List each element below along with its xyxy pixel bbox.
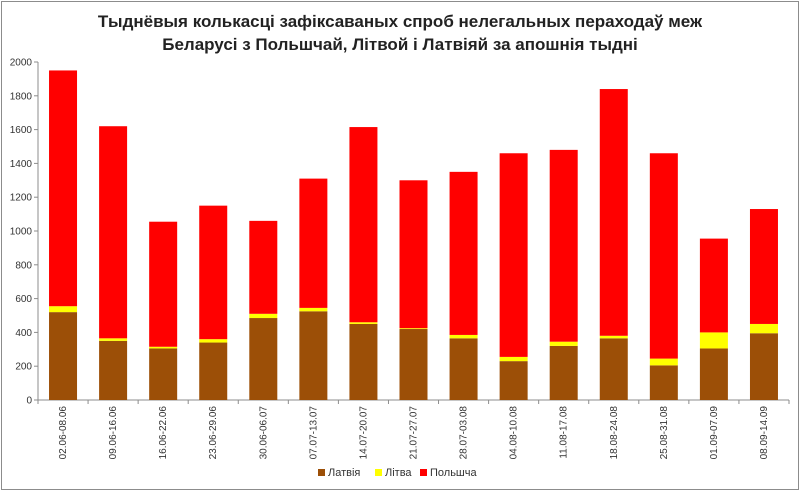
x-tick-labels: 02.06-08.06 09.06-16.06 16.06-22.06 23.06-2… — [58, 406, 770, 460]
bar-segment — [49, 312, 78, 400]
x-tick-label: 14.07-20.07 — [358, 406, 369, 460]
y-tick-label: 200 — [15, 362, 32, 373]
bar-segment — [349, 127, 378, 323]
bar-segment — [499, 361, 528, 400]
bar-segment — [149, 346, 178, 349]
bar-segment — [499, 356, 528, 362]
bar-segment — [49, 306, 78, 313]
x-tick-label: 23.06-29.06 — [208, 406, 219, 460]
bar-segment — [449, 338, 478, 400]
y-tick-label: 600 — [15, 294, 32, 305]
bar-segment — [699, 238, 728, 333]
bar-segment — [149, 348, 178, 400]
bar-segment — [699, 332, 728, 349]
chart-title-line-1: Тыднёвыя колькасці зафіксаваных спроб не… — [98, 12, 703, 31]
x-tick-label: 21.07-27.07 — [409, 406, 420, 460]
bar-segment — [99, 126, 128, 339]
y-tick-label: 1600 — [10, 125, 33, 136]
bar-segment — [549, 341, 578, 346]
bar-segment — [149, 221, 178, 347]
y-tick-label: 1000 — [10, 227, 33, 238]
legend-label: Літва — [385, 467, 412, 479]
y-tick-label: 0 — [26, 396, 32, 407]
chart-title: Тыднёвыя колькасці зафіксаваных спроб не… — [98, 12, 703, 54]
x-tick-label: 28.07-03.08 — [459, 406, 470, 460]
x-tick-label: 07.07-13.07 — [308, 406, 319, 460]
bar-segment — [199, 342, 228, 400]
bar-segment — [349, 323, 378, 400]
bar-segment — [649, 365, 678, 400]
bar-segment — [699, 348, 728, 400]
x-tick-label: 25.08-31.08 — [659, 406, 670, 460]
y-tick-label: 1800 — [10, 91, 33, 102]
bar-segment — [749, 209, 778, 324]
bar-segment — [499, 153, 528, 357]
legend-label: Латвія — [328, 467, 360, 479]
y-tick-label: 1200 — [10, 193, 33, 204]
x-tick-label: 04.08-10.08 — [509, 406, 520, 460]
x-tick-label: 11.08-17.08 — [559, 406, 570, 459]
bar-segment — [299, 307, 328, 312]
bar-segment — [349, 322, 378, 324]
legend-swatch — [318, 469, 325, 476]
bar-segment — [599, 335, 628, 339]
bar-segment — [99, 340, 128, 400]
legend: Латвія Літва Польшча — [318, 467, 477, 479]
y-tick-label: 800 — [15, 260, 32, 271]
bar-segment — [249, 318, 278, 400]
x-tick-label: 09.06-16.06 — [108, 406, 119, 460]
bar-segment — [749, 333, 778, 400]
bar-segment — [599, 89, 628, 336]
bar-segment — [199, 205, 228, 340]
bar-segment — [549, 149, 578, 342]
bar-segment — [649, 358, 678, 366]
legend-swatch — [375, 469, 382, 476]
bar-segment — [449, 171, 478, 335]
bar-segment — [299, 311, 328, 400]
bar-segment — [399, 180, 428, 329]
x-tick-label: 18.08-24.08 — [609, 406, 620, 460]
x-tick-label: 02.06-08.06 — [58, 406, 69, 460]
bar-segment — [649, 153, 678, 359]
x-tick-label: 01.09-07.09 — [709, 406, 720, 460]
legend-label: Польшча — [430, 467, 477, 479]
bar-segment — [199, 339, 228, 343]
chart-title-line-2: Беларусі з Польшчай, Літвой і Латвіяй за… — [162, 35, 638, 54]
x-tick-label: 16.06-22.06 — [158, 406, 169, 460]
bar-segment — [449, 334, 478, 339]
x-tick-label: 08.09-14.09 — [759, 406, 770, 460]
y-tick-label: 1400 — [10, 159, 33, 170]
x-tick-label: 30.06-06.07 — [258, 406, 269, 460]
bar-segment — [599, 338, 628, 400]
bar-segment — [399, 329, 428, 400]
bar-segment — [549, 345, 578, 400]
bar-segment — [249, 220, 278, 314]
bar-segment — [299, 178, 328, 308]
y-tick-label: 400 — [15, 328, 32, 339]
bars — [49, 70, 778, 400]
bar-segment — [49, 70, 78, 307]
bar-segment — [749, 323, 778, 334]
bar-segment — [99, 338, 128, 341]
y-tick-label: 2000 — [10, 58, 33, 69]
bar-segment — [249, 313, 278, 319]
bar-segment — [399, 328, 428, 330]
legend-swatch — [420, 469, 427, 476]
